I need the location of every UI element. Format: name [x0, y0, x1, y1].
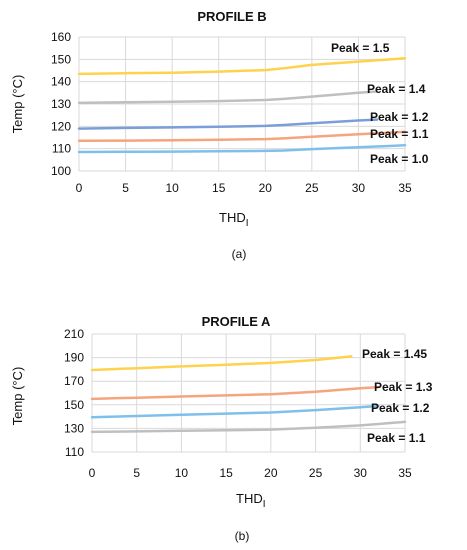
x-tick-label: 20 — [259, 181, 273, 195]
x-tick-label: 5 — [133, 466, 140, 480]
x-tick-label: 35 — [398, 181, 412, 195]
series-lines — [77, 56, 407, 154]
chart-title: PROFILE A — [202, 314, 271, 329]
x-tick-label: 15 — [212, 181, 226, 195]
x-tick-label: 10 — [175, 466, 189, 480]
series-labels: Peak = 1.5 Peak = 1.4 Peak = 1.2 Peak = 1.1… — [331, 41, 429, 166]
y-tick-label: 140 — [51, 75, 71, 89]
x-axis-label-main: THD — [236, 491, 263, 506]
x-tick-label: 30 — [352, 181, 366, 195]
x-axis-label: THDI — [236, 491, 266, 510]
x-axis-label-main: THD — [219, 210, 246, 225]
series-line — [90, 355, 353, 372]
y-tick-label: 100 — [51, 164, 71, 178]
series-label: Peak = 1.5 — [331, 41, 390, 55]
y-axis-label: Temp (°C) — [10, 367, 25, 426]
y-tick-label: 190 — [64, 351, 84, 365]
x-axis-label-subscript: I — [263, 499, 266, 510]
series-label: Peak = 1.1 — [370, 127, 429, 141]
x-tick-labels: 0 5 10 15 20 25 30 35 — [89, 466, 412, 480]
series-label: Peak = 1.1 — [367, 431, 426, 445]
x-tick-label: 5 — [122, 181, 129, 195]
series-line — [90, 385, 380, 401]
series-label: Peak = 1.4 — [367, 82, 426, 96]
x-tick-labels: 0 5 10 15 20 25 30 35 — [76, 181, 412, 195]
series-label: Peak = 1.0 — [370, 152, 429, 166]
x-tick-label: 35 — [398, 466, 412, 480]
x-tick-label: 10 — [165, 181, 179, 195]
y-axis-label: Temp (°C) — [10, 75, 25, 134]
gridlines — [78, 36, 406, 172]
series-line — [90, 404, 380, 419]
chart-title: PROFILE B — [197, 9, 266, 24]
y-tick-labels: 110 130 150 170 190 210 — [64, 327, 84, 459]
chart-profile-b: PROFILE B 100 110 120 130 140 150 160 0 5 10 15 20… — [10, 9, 429, 261]
gridlines — [91, 333, 406, 453]
x-tick-label: 25 — [309, 466, 323, 480]
series-label: Peak = 1.2 — [371, 401, 430, 415]
series-line — [77, 56, 407, 76]
y-tick-label: 110 — [65, 445, 84, 459]
y-tick-label: 130 — [51, 97, 71, 111]
y-tick-label: 110 — [52, 142, 71, 156]
y-tick-label: 130 — [64, 421, 84, 435]
series-line — [77, 118, 379, 130]
x-tick-label: 30 — [354, 466, 368, 480]
y-tick-label: 150 — [51, 52, 71, 66]
x-tick-label: 0 — [89, 466, 96, 480]
x-axis-label-subscript: I — [246, 218, 249, 229]
y-tick-label: 160 — [51, 30, 71, 44]
y-tick-label: 150 — [64, 398, 84, 412]
y-tick-labels: 100 110 120 130 140 150 160 — [51, 30, 71, 178]
x-tick-label: 25 — [305, 181, 319, 195]
series-line — [90, 420, 407, 434]
series-label: Peak = 1.2 — [370, 110, 429, 124]
series-line — [77, 144, 407, 154]
series-label: Peak = 1.3 — [374, 380, 433, 394]
y-tick-label: 210 — [64, 327, 84, 341]
series-label: Peak = 1.45 — [362, 347, 427, 361]
chart-profile-a: PROFILE A 110 130 150 170 190 210 0 5 10 15 20 25 3… — [10, 314, 433, 543]
y-tick-label: 120 — [51, 119, 71, 133]
y-tick-label: 170 — [64, 374, 84, 388]
x-tick-label: 20 — [264, 466, 278, 480]
series-line — [77, 90, 379, 105]
x-tick-label: 15 — [219, 466, 233, 480]
series-line — [77, 130, 407, 143]
chart-caption: (b) — [235, 529, 250, 543]
series-labels: Peak = 1.45 Peak = 1.3 Peak = 1.2 Peak = 1.… — [362, 347, 433, 445]
x-axis-label: THDI — [219, 210, 249, 229]
chart-caption: (a) — [232, 247, 247, 261]
x-tick-label: 0 — [76, 181, 83, 195]
series-lines — [90, 355, 407, 434]
